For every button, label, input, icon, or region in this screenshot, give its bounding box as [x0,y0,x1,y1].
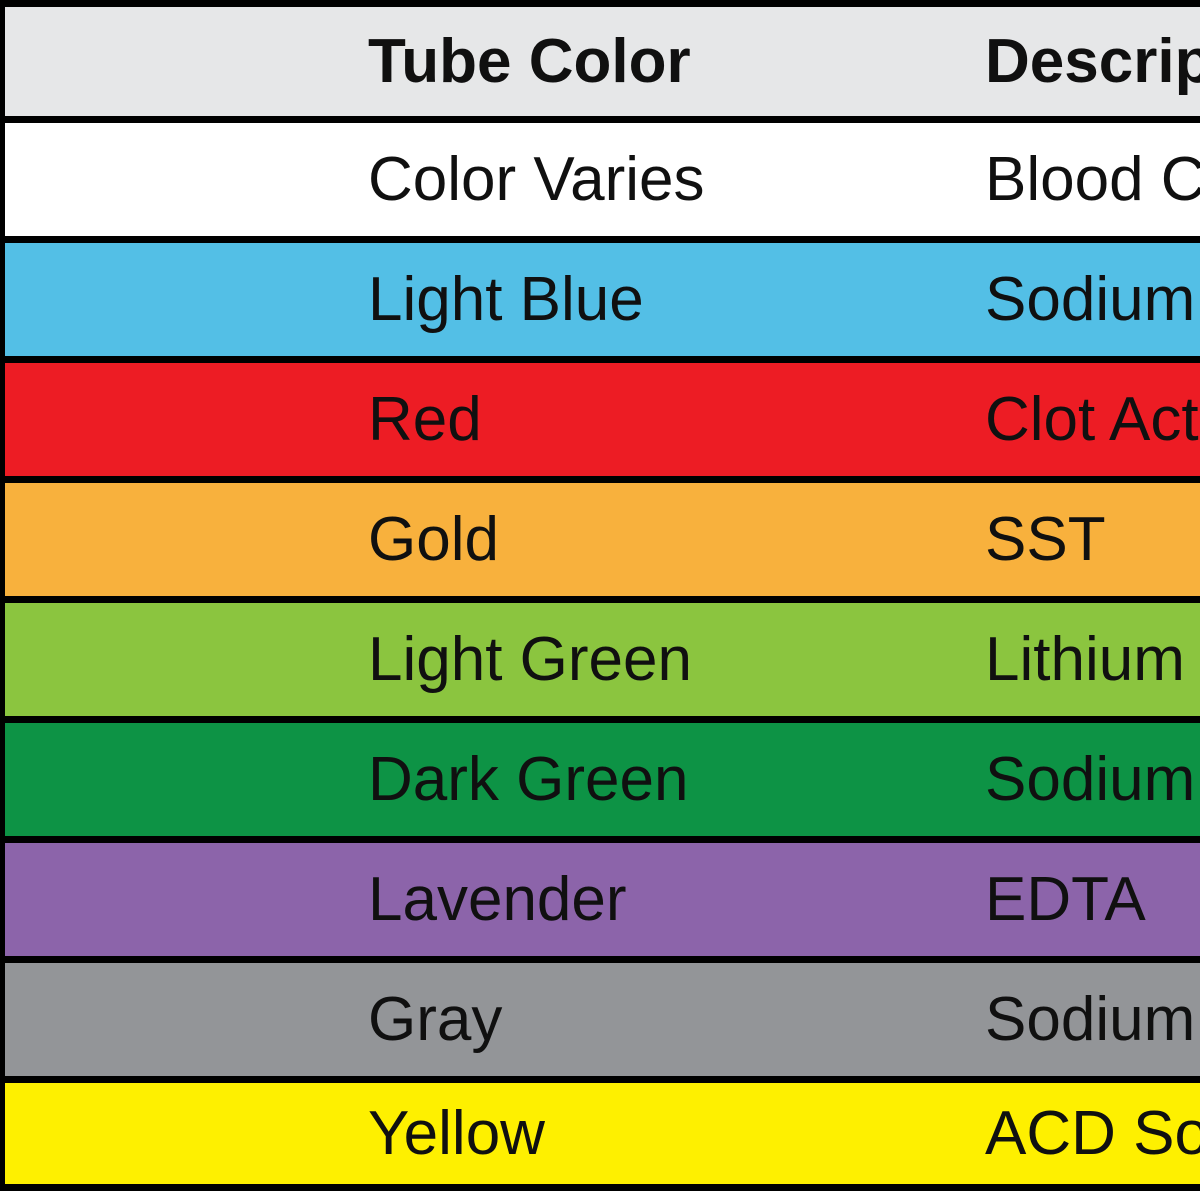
table-row-yellow: Yellow ACD So [5,1083,1200,1191]
tube-color-cell: Light Green [368,624,692,694]
description-cell: SST [985,504,1106,574]
table-row-color-varies: Color Varies Blood C [5,123,1200,243]
tube-color-cell: Lavender [368,864,627,934]
table-header-row: Tube Color Descrip [5,7,1200,123]
tube-color-cell: Red [368,384,482,454]
description-cell: EDTA [985,864,1146,934]
description-cell: Sodium [985,744,1196,814]
description-cell: Lithium [985,624,1185,694]
table-row-red: Red Clot Act [5,363,1200,483]
description-cell: Sodium [985,984,1196,1054]
tube-color-cell: Dark Green [368,744,689,814]
table-row-lavender: Lavender EDTA [5,843,1200,963]
tube-color-cell: Gray [368,984,503,1054]
tube-color-cell: Light Blue [368,264,644,334]
table-row-light-green: Light Green Lithium [5,603,1200,723]
tube-color-cell: Color Varies [368,144,705,214]
tube-color-cell: Yellow [368,1098,545,1168]
table-row-dark-green: Dark Green Sodium [5,723,1200,843]
description-cell: Clot Act [985,384,1199,454]
header-description: Descrip [985,26,1200,96]
table-row-gray: Gray Sodium [5,963,1200,1083]
description-cell: Blood C [985,144,1200,214]
tube-color-cell: Gold [368,504,499,574]
table-row-gold: Gold SST [5,483,1200,603]
header-tube-color: Tube Color [368,26,691,96]
table-row-light-blue: Light Blue Sodium [5,243,1200,363]
description-cell: ACD So [985,1098,1200,1168]
description-cell: Sodium [985,264,1196,334]
